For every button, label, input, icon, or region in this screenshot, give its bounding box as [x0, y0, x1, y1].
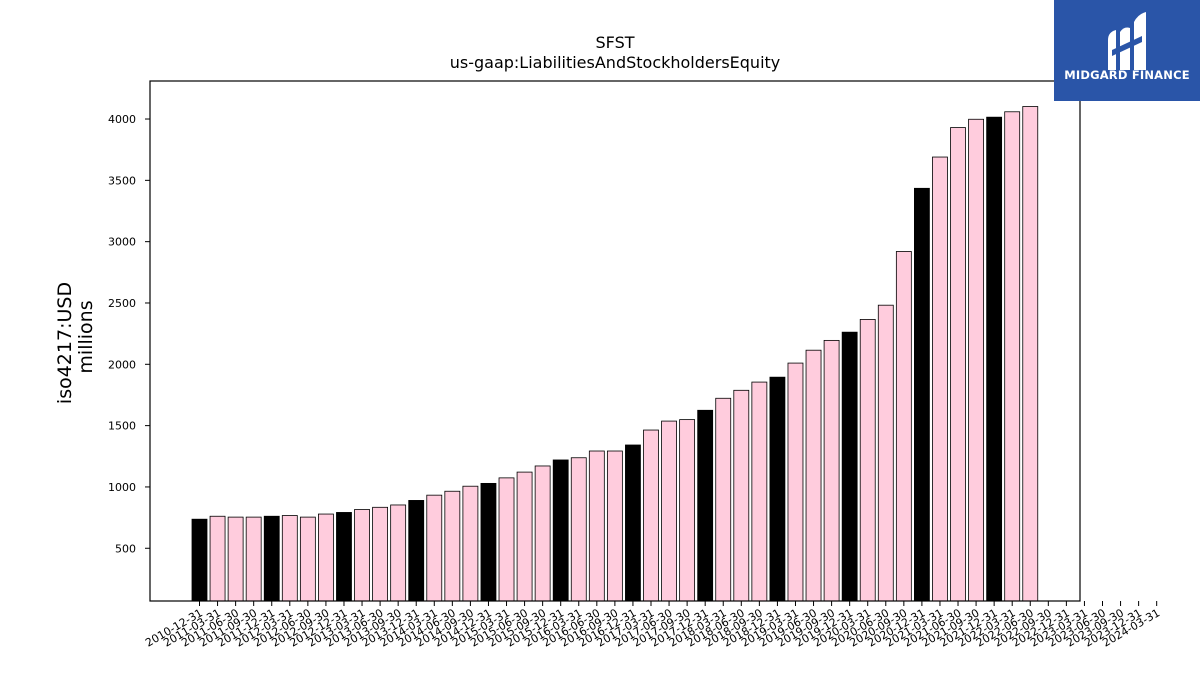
y-tick-label: 4000 [108, 113, 136, 126]
bar [444, 490, 461, 602]
bar [751, 381, 768, 602]
chart-title: SFST [595, 33, 634, 52]
bar [932, 156, 948, 602]
bar [570, 457, 587, 602]
chart-subtitle: us-gaap:LiabilitiesAndStockholdersEquity [450, 53, 781, 72]
bar [209, 515, 226, 602]
bar [588, 450, 605, 602]
bar [914, 187, 930, 602]
plot-frame [149, 80, 1081, 602]
y-axis-ticks: 500 1000 1500 2000 2500 3000 3500 4000 [108, 113, 150, 555]
bar [859, 319, 876, 602]
bar [480, 482, 497, 602]
bar [968, 118, 984, 602]
bar [841, 331, 858, 602]
bar [516, 471, 533, 602]
bar [643, 429, 659, 602]
bar [552, 459, 569, 602]
midgard-logo-icon [1108, 12, 1146, 70]
bar [877, 304, 894, 602]
y-tick-label: 2000 [108, 358, 136, 371]
bar [769, 376, 786, 602]
bar [625, 444, 641, 602]
bar [354, 509, 370, 602]
bar [679, 419, 696, 602]
bar [697, 409, 714, 602]
bar [408, 500, 425, 602]
bar [950, 127, 966, 602]
bar [606, 450, 623, 602]
bar [426, 494, 443, 602]
bar [823, 339, 840, 602]
bar [318, 513, 334, 602]
bars-group [191, 106, 1039, 602]
bar [534, 465, 551, 602]
bar [787, 362, 804, 602]
bar [245, 516, 262, 602]
bar [372, 506, 389, 602]
y-tick-label: 1000 [108, 481, 136, 494]
bar [895, 251, 912, 602]
y-tick-label: 500 [115, 542, 136, 555]
bar [805, 349, 822, 602]
bar [1022, 106, 1039, 602]
bar [1004, 111, 1021, 602]
logo-text: MIDGARD FINANCE [1064, 68, 1190, 82]
y-tick-label: 1500 [108, 420, 136, 433]
bar [281, 515, 298, 602]
bar [299, 516, 316, 602]
bar [498, 477, 515, 602]
bar [462, 485, 479, 602]
midgard-finance-logo: MIDGARD FINANCE [1054, 0, 1200, 101]
bar [191, 518, 208, 602]
y-tick-label: 3000 [108, 236, 136, 249]
bar [733, 389, 750, 602]
y-axis-unit-label: millions [75, 300, 97, 373]
bar [336, 512, 352, 602]
bar [715, 397, 732, 602]
x-axis-ticks: 2010-12-312011-03-312011-06-302011-09-30… [143, 601, 1162, 650]
bar [986, 116, 1003, 602]
bar [661, 420, 677, 602]
y-tick-label: 2500 [108, 297, 136, 310]
bar [263, 515, 280, 602]
y-tick-label: 3500 [108, 174, 136, 187]
bar [227, 516, 244, 602]
bar [390, 504, 407, 602]
y-axis-label: iso4217:USD [54, 282, 76, 404]
